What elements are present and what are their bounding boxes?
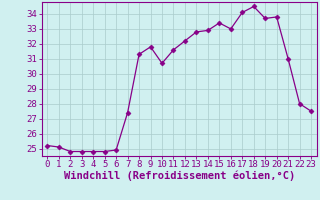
X-axis label: Windchill (Refroidissement éolien,°C): Windchill (Refroidissement éolien,°C) xyxy=(64,171,295,181)
